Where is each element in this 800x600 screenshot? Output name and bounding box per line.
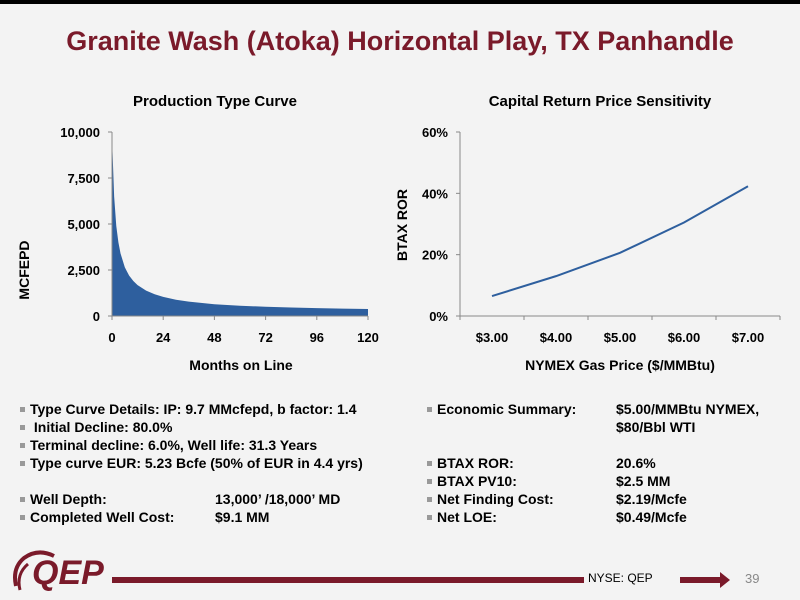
y-tick-label: 60% [422,125,448,140]
x-tick-label: 72 [258,330,272,345]
detail-value: $5.00/MMBtu NYMEX, [616,401,760,417]
ticker-label: NYSE: QEP [588,571,653,585]
detail-line [427,436,797,454]
x-tick-label: $4.00 [540,330,573,345]
detail-line: Terminal decline: 6.0%, Well life: 31.3 … [20,436,420,454]
detail-value: $9.1 MM [215,509,270,525]
y-tick-label: 20% [422,248,448,263]
ror-series-line [491,185,749,298]
chart-title: Production Type Curve [133,93,297,110]
detail-label: Net LOE: [437,509,497,525]
x-axis-label: NYMEX Gas Price ($/MMBtu) [525,357,715,373]
detail-line: Type Curve Details: IP: 9.7 MMcfepd, b f… [20,400,420,418]
detail-line: BTAX PV10: $2.5 MM [427,472,797,490]
x-tick-label: 120 [357,330,379,345]
bullet-icon [20,514,25,520]
bullet-icon [427,514,432,520]
detail-line: Type curve EUR: 5.23 Bcfe (50% of EUR in… [20,454,420,472]
detail-label: Net Finding Cost: [437,491,554,507]
bullet-icon [20,442,25,448]
detail-line: Net LOE: $0.49/Mcfe [427,508,797,526]
detail-label: Initial Decline: 80.0% [30,419,173,435]
detail-line: Well Depth: 13,000’ /18,000’ MD [20,490,420,508]
footer-rule-right [680,577,720,583]
y-tick-label: 0 [93,309,100,324]
economic-summary: Economic Summary: $5.00/MMBtu NYMEX, $80/B… [427,400,797,526]
x-tick-label: 24 [156,330,171,345]
bullet-icon [20,406,25,412]
detail-line: Net Finding Cost: $2.19/Mcfe [427,490,797,508]
detail-label: Completed Well Cost: [30,509,175,525]
x-tick-label: $3.00 [476,330,509,345]
production-area [112,137,368,316]
x-axis-label: Months on Line [189,357,293,373]
detail-line: Initial Decline: 80.0% [20,418,420,436]
page-number: 39 [745,571,760,586]
y-tick-label: 2,500 [67,263,100,278]
footer-rule [112,577,584,583]
bullet-icon [427,460,432,466]
production-type-curve-chart: Production Type Curve MCFEPD Months on L… [16,93,379,373]
x-tick-label: 0 [108,330,115,345]
y-tick-label: 10,000 [60,125,100,140]
detail-label: Well Depth: [30,491,107,507]
detail-value: 20.6% [616,455,656,471]
y-tick-label: 5,000 [67,217,100,232]
x-tick-label: $7.00 [732,330,765,345]
detail-line: Completed Well Cost: $9.1 MM [20,508,420,526]
top-bar [0,0,800,4]
bullet-icon [20,424,25,430]
y-tick-label: 7,500 [67,171,100,186]
y-tick-label: 0% [429,309,448,324]
x-tick-label: 96 [310,330,324,345]
svg-text:QEP: QEP [32,554,104,592]
detail-label: Economic Summary: [437,401,577,417]
detail-label: BTAX ROR: [437,455,514,471]
detail-label: Type curve EUR: 5.23 Bcfe (50% of EUR in… [30,455,363,471]
detail-line [20,472,420,490]
detail-value: $2.19/Mcfe [616,491,687,507]
y-tick-label: 40% [422,186,448,201]
bullet-icon [20,496,25,502]
bullet-icon [20,460,25,466]
detail-value: 13,000’ /18,000’ MD [215,491,341,507]
type-curve-details: Type Curve Details: IP: 9.7 MMcfepd, b f… [20,400,420,526]
arrow-right-icon [720,572,730,588]
detail-line: BTAX ROR: 20.6% [427,454,797,472]
bullet-icon [427,406,432,412]
x-tick-label: $5.00 [604,330,637,345]
slide-title: Granite Wash (Atoka) Horizontal Play, TX… [66,26,734,56]
bullet-icon [427,478,432,484]
detail-value: $2.5 MM [616,473,671,489]
chart-title: Capital Return Price Sensitivity [489,93,712,110]
detail-label: BTAX PV10: [437,473,517,489]
bullet-icon [427,496,432,502]
detail-label: Terminal decline: 6.0%, Well life: 31.3 … [30,437,318,453]
detail-label: Type Curve Details: IP: 9.7 MMcfepd, b f… [30,401,357,417]
detail-value: $80/Bbl WTI [616,419,696,435]
detail-value: $0.49/Mcfe [616,509,687,525]
detail-line: Economic Summary: $5.00/MMBtu NYMEX, [427,400,797,418]
x-tick-label: 48 [207,330,221,345]
detail-line: $80/Bbl WTI [427,418,797,436]
y-axis-label: MCFEPD [16,240,32,299]
y-axis-label: BTAX ROR [394,189,410,261]
capital-return-sensitivity-chart: Capital Return Price Sensitivity BTAX RO… [394,93,781,373]
x-tick-label: $6.00 [668,330,701,345]
qep-logo: QEP [13,550,104,592]
